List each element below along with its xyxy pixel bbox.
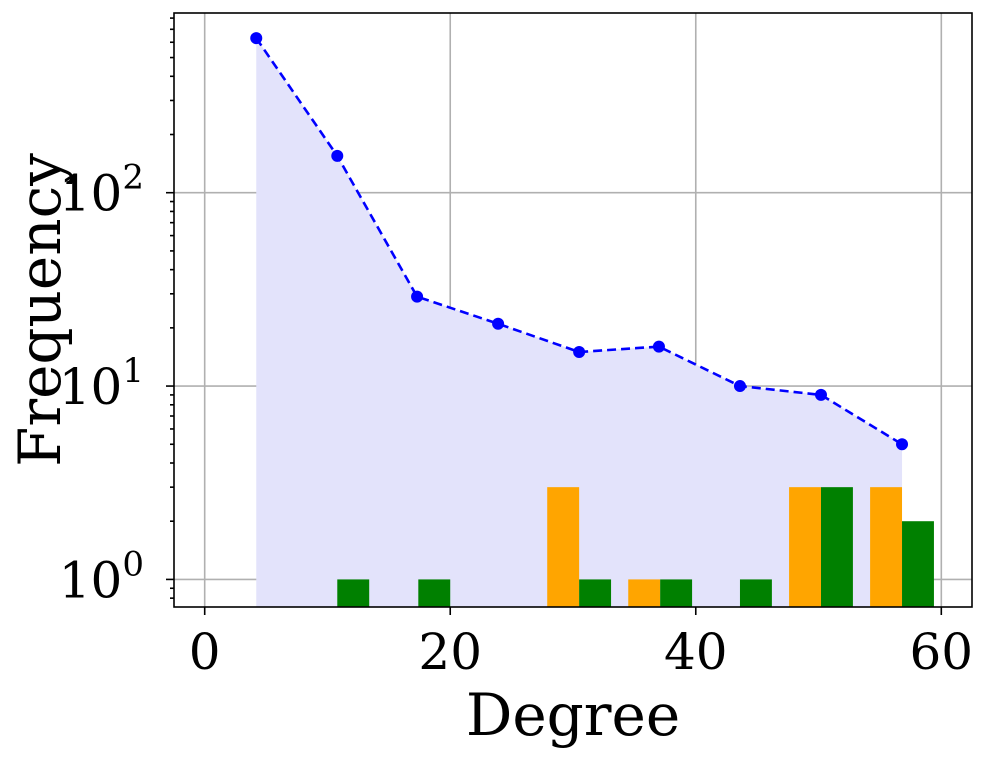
plot-frame <box>173 12 973 608</box>
bar <box>547 487 580 607</box>
bar <box>660 579 693 607</box>
x-tick-label: 0 <box>189 623 221 681</box>
data-point <box>733 380 746 393</box>
bar <box>337 579 370 607</box>
bar <box>820 487 853 607</box>
data-point <box>250 32 263 45</box>
y-tick-label: 101 <box>59 351 144 416</box>
bars <box>337 487 934 607</box>
x-tick-label: 20 <box>418 623 482 681</box>
area-fill <box>256 38 903 607</box>
x-axis-title: Degree <box>466 681 680 749</box>
bar <box>789 487 821 607</box>
area-under-line <box>256 38 903 607</box>
data-point <box>331 149 344 162</box>
bar <box>628 579 661 607</box>
bar <box>902 521 934 607</box>
y-tick-label: 102 <box>59 158 144 223</box>
y-axis-title: Frequency <box>6 153 74 467</box>
data-point <box>814 388 827 401</box>
bar <box>418 579 451 607</box>
series-line <box>255 37 903 446</box>
bar <box>870 487 903 607</box>
line-series <box>250 32 909 451</box>
bar <box>579 579 612 607</box>
x-tick-label: 40 <box>664 623 728 681</box>
y-tick-label: 100 <box>59 544 144 609</box>
ticks: 0 20 40 60 100 101 102 <box>59 17 973 681</box>
data-point <box>492 317 505 330</box>
data-point <box>896 438 909 451</box>
x-tick-label: 60 <box>909 623 973 681</box>
data-point <box>411 290 424 303</box>
data-point <box>573 346 586 359</box>
bar <box>739 579 772 607</box>
data-point <box>652 340 665 353</box>
